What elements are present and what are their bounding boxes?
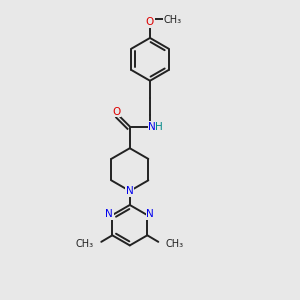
- Text: N: N: [146, 209, 154, 220]
- Text: CH₃: CH₃: [163, 14, 182, 25]
- Text: H: H: [155, 122, 163, 131]
- Text: N: N: [126, 186, 134, 196]
- Text: N: N: [105, 209, 113, 220]
- Text: O: O: [146, 17, 154, 27]
- Text: CH₃: CH₃: [76, 239, 94, 249]
- Text: N: N: [148, 122, 156, 131]
- Text: CH₃: CH₃: [166, 239, 184, 249]
- Text: O: O: [112, 107, 120, 117]
